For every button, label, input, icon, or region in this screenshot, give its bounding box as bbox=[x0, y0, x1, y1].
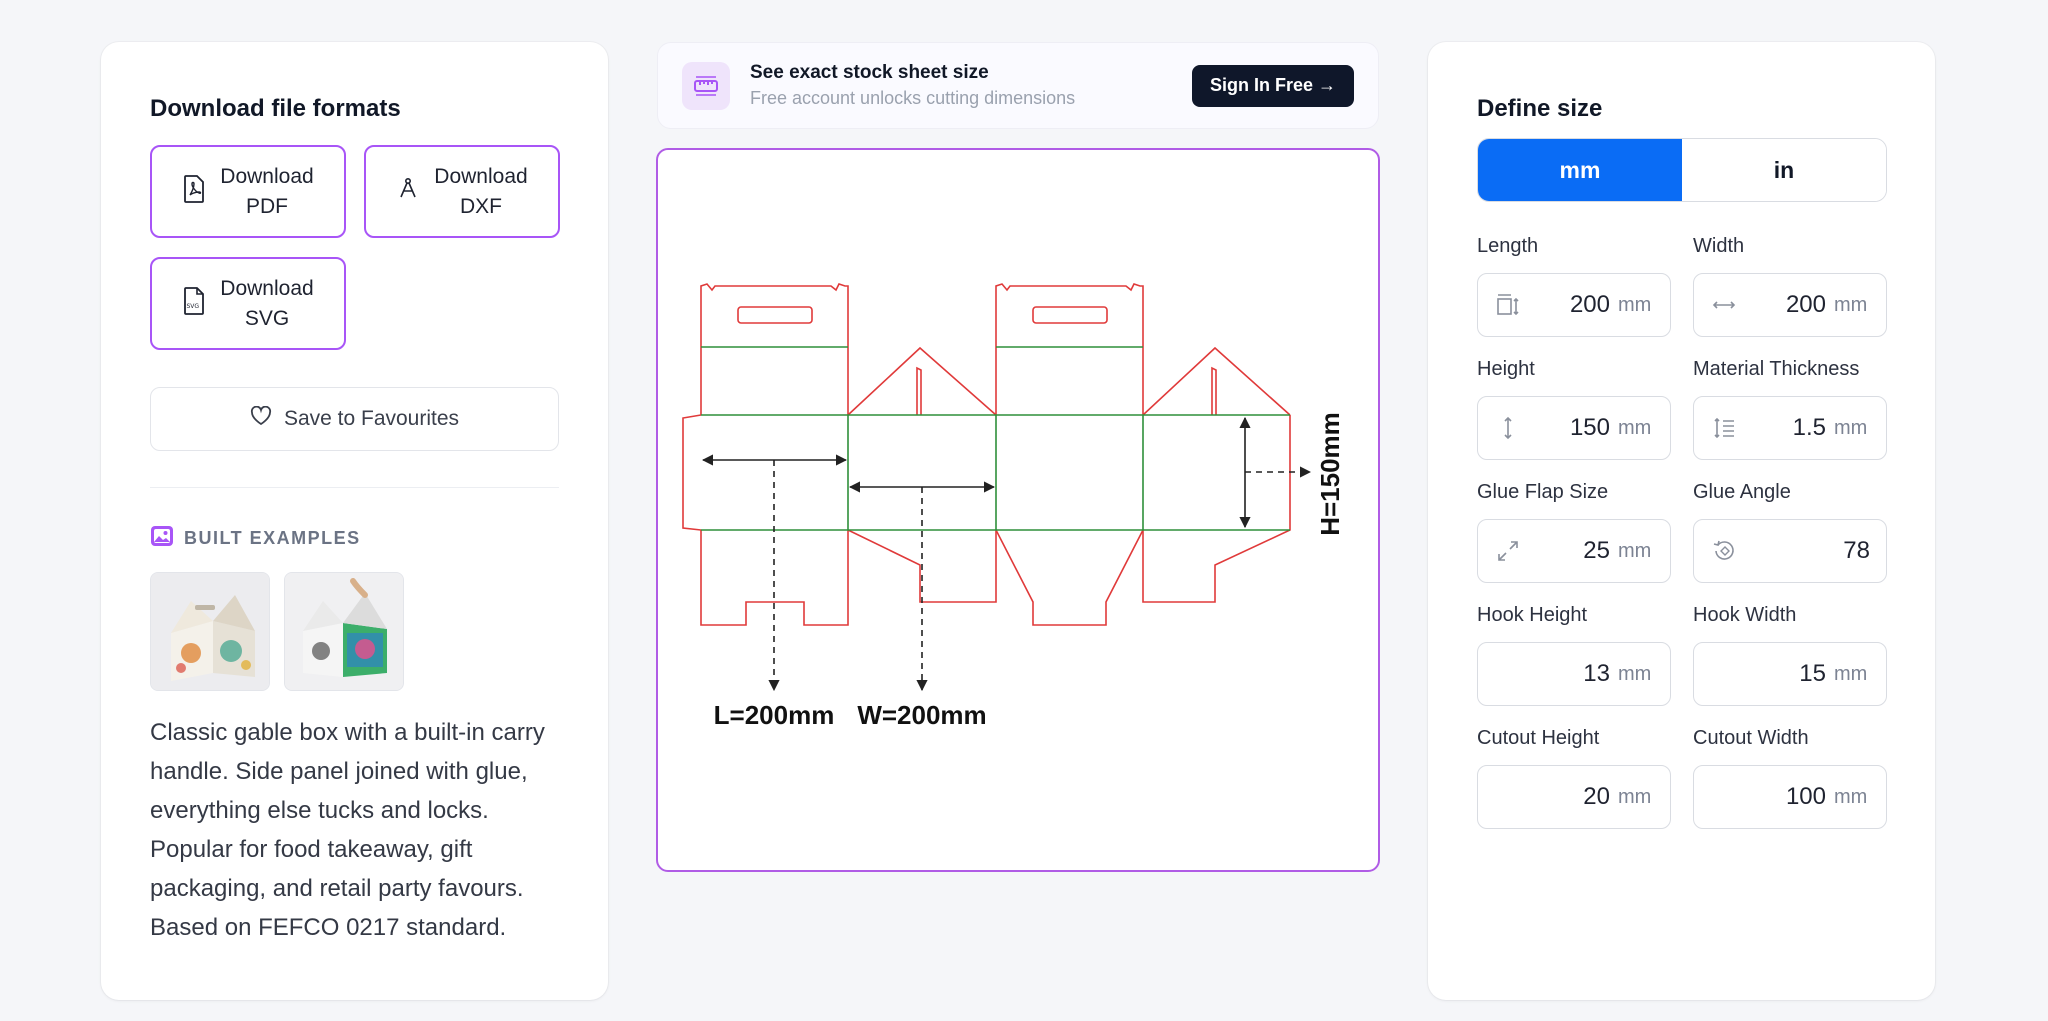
field-label: Cutout Height bbox=[1477, 727, 1600, 749]
dieline-drawing: L=200mm W=200mm H=150mm bbox=[682, 283, 1345, 730]
download-svg-button[interactable]: SVG Download SVG bbox=[150, 257, 346, 350]
example-thumbnail-1[interactable] bbox=[150, 572, 270, 691]
size-panel: Define size mm in Length 200 mm Width 20… bbox=[1428, 42, 1935, 1000]
field-value: 200 bbox=[1569, 291, 1610, 318]
heart-icon bbox=[250, 405, 272, 432]
field-unit: mm bbox=[1618, 539, 1652, 562]
svg-file-icon: SVG bbox=[182, 287, 206, 320]
field-hook-width: Hook Width 15 mm bbox=[1693, 604, 1887, 706]
dxf-compass-icon bbox=[396, 175, 420, 208]
field-glue-flap-size: Glue Flap Size 25 mm bbox=[1477, 481, 1671, 583]
field-unit: mm bbox=[1618, 416, 1652, 439]
hook-height-input[interactable]: 13 mm bbox=[1477, 642, 1671, 706]
save-favourites-label: Save to Favourites bbox=[283, 407, 460, 430]
field-cutout-width: Cutout Width 100 mm bbox=[1693, 727, 1887, 829]
svg-text:SVG: SVG bbox=[187, 303, 200, 310]
glue-flap-input[interactable]: 25 mm bbox=[1477, 519, 1671, 583]
field-label: Material Thickness bbox=[1693, 358, 1860, 380]
length-icon bbox=[1494, 291, 1522, 319]
field-unit: mm bbox=[1834, 293, 1868, 316]
angle-rotate-icon bbox=[1710, 537, 1738, 565]
example-thumbnails bbox=[150, 572, 559, 691]
download-panel: Download file formats Download PDF Downl… bbox=[101, 42, 608, 1000]
divider bbox=[150, 487, 559, 488]
field-value: 20 bbox=[1583, 783, 1610, 810]
thickness-icon bbox=[1710, 414, 1738, 442]
thickness-input[interactable]: 1.5 mm bbox=[1693, 396, 1887, 460]
field-label: Glue Flap Size bbox=[1477, 481, 1609, 503]
field-glue-angle: Glue Angle 78 bbox=[1693, 481, 1887, 583]
save-favourites-button[interactable]: Save to Favourites bbox=[150, 387, 559, 451]
height-arrows-icon bbox=[1494, 414, 1522, 442]
ruler-icon bbox=[682, 61, 730, 110]
field-label: Hook Width bbox=[1693, 604, 1797, 626]
box-description: Classic gable box with a built-in carry … bbox=[150, 719, 545, 941]
field-label: Glue Angle bbox=[1693, 481, 1791, 503]
field-value: 78 bbox=[1843, 537, 1870, 564]
unit-in-button[interactable]: in bbox=[1682, 139, 1886, 201]
glue-angle-input[interactable]: 78 bbox=[1693, 519, 1887, 583]
hook-width-input[interactable]: 15 mm bbox=[1693, 642, 1887, 706]
field-hook-height: Hook Height 13 mm bbox=[1477, 604, 1671, 706]
width-dimension-label: W=200mm bbox=[857, 700, 986, 730]
define-size-heading: Define size bbox=[1477, 95, 1603, 122]
dimension-lines bbox=[701, 416, 1312, 692]
dieline-preview: L=200mm W=200mm H=150mm bbox=[656, 148, 1380, 872]
height-input[interactable]: 150 mm bbox=[1477, 396, 1671, 460]
height-dimension-label: H=150mm bbox=[1315, 412, 1345, 536]
banner-title: See exact stock sheet size bbox=[750, 62, 989, 83]
banner-text: See exact stock sheet size Free account … bbox=[750, 62, 1075, 109]
field-cutout-height: Cutout Height 20 mm bbox=[1477, 727, 1671, 829]
cut-lines bbox=[682, 283, 1291, 626]
download-dxf-label: Download DXF bbox=[434, 164, 528, 218]
gallery-icon bbox=[150, 525, 174, 552]
cutout-width-input[interactable]: 100 mm bbox=[1693, 765, 1887, 829]
signin-banner: See exact stock sheet size Free account … bbox=[657, 42, 1379, 129]
download-buttons: Download PDF Download DXF SVG Download S… bbox=[150, 145, 560, 350]
field-unit: mm bbox=[1834, 416, 1868, 439]
field-label: Hook Height bbox=[1477, 604, 1588, 626]
field-label: Height bbox=[1477, 358, 1535, 380]
dimension-fields: Length 200 mm Width 200 mm Height 150 mm bbox=[1477, 235, 1887, 829]
fold-lines bbox=[701, 346, 1290, 531]
field-value: 25 bbox=[1583, 537, 1610, 564]
length-dimension-label: L=200mm bbox=[714, 700, 835, 730]
banner-subtitle: Free account unlocks cutting dimensions bbox=[750, 88, 1076, 108]
field-value: 150 bbox=[1569, 414, 1610, 441]
field-unit: mm bbox=[1834, 662, 1868, 685]
field-unit: mm bbox=[1618, 293, 1652, 316]
cutout-height-input[interactable]: 20 mm bbox=[1477, 765, 1671, 829]
length-input[interactable]: 200 mm bbox=[1477, 273, 1671, 337]
field-material-thickness: Material Thickness 1.5 mm bbox=[1693, 358, 1887, 460]
field-unit: mm bbox=[1618, 785, 1652, 808]
signin-button[interactable]: Sign In Free → bbox=[1191, 64, 1354, 107]
download-svg-label: Download SVG bbox=[220, 276, 314, 330]
field-value: 200 bbox=[1785, 291, 1826, 318]
field-length: Length 200 mm bbox=[1477, 235, 1671, 337]
width-arrows-icon bbox=[1710, 291, 1738, 319]
field-value: 13 bbox=[1583, 660, 1610, 687]
built-examples-heading: BUILT EXAMPLES bbox=[150, 525, 559, 552]
unit-toggle: mm in bbox=[1477, 138, 1887, 202]
example-thumbnail-2[interactable] bbox=[284, 572, 404, 691]
field-value: 1.5 bbox=[1792, 414, 1826, 441]
download-pdf-button[interactable]: Download PDF bbox=[150, 145, 346, 238]
download-dxf-button[interactable]: Download DXF bbox=[364, 145, 560, 238]
pdf-file-icon bbox=[182, 175, 206, 208]
field-unit: mm bbox=[1834, 785, 1868, 808]
download-heading: Download file formats bbox=[150, 95, 401, 122]
field-value: 100 bbox=[1785, 783, 1826, 810]
field-label: Width bbox=[1693, 235, 1745, 257]
expand-diagonal-icon bbox=[1494, 537, 1522, 565]
field-label: Length bbox=[1477, 235, 1539, 257]
field-unit: mm bbox=[1618, 662, 1652, 685]
field-width: Width 200 mm bbox=[1693, 235, 1887, 337]
field-value: 15 bbox=[1799, 660, 1826, 687]
field-label: Cutout Width bbox=[1693, 727, 1809, 749]
field-height: Height 150 mm bbox=[1477, 358, 1671, 460]
download-pdf-label: Download PDF bbox=[220, 164, 314, 218]
width-input[interactable]: 200 mm bbox=[1693, 273, 1887, 337]
unit-mm-button[interactable]: mm bbox=[1478, 139, 1682, 201]
